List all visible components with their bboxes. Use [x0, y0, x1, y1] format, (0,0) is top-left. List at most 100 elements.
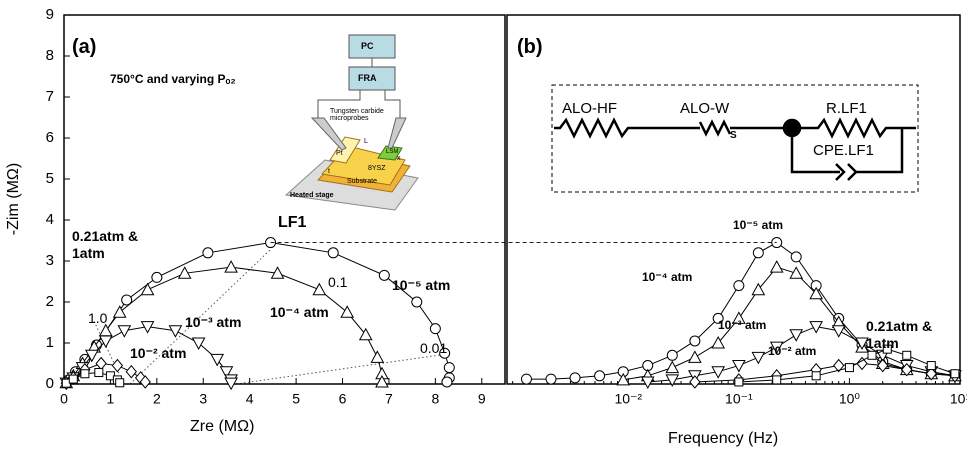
marker: [312, 282, 327, 296]
inset-label: t: [328, 168, 330, 175]
marker: [689, 375, 701, 389]
freq-label: 0.01: [420, 340, 448, 356]
marker: [751, 351, 766, 365]
marker: [809, 321, 823, 334]
resistor: [554, 117, 700, 139]
marker: [439, 347, 451, 359]
circuit: [551, 84, 919, 193]
x-axis-title: Zre (MΩ): [190, 418, 255, 435]
marker: [733, 280, 745, 292]
marker: [569, 372, 581, 384]
y-tick-label: 1: [46, 334, 54, 351]
marker: [856, 356, 868, 371]
inset-label: Substrate: [347, 178, 377, 185]
circuit-label: ALO-HF: [562, 100, 618, 117]
marker: [121, 294, 133, 306]
inset-label: Tungsten carbide microprobes: [330, 108, 384, 122]
marker: [752, 247, 764, 259]
circuit-label: S: [730, 130, 737, 141]
marker: [925, 366, 937, 381]
y-tick-label: 7: [46, 88, 54, 105]
marker: [443, 362, 455, 374]
marker: [191, 337, 206, 351]
marker: [769, 260, 784, 273]
freq-label: 0.1: [328, 274, 348, 290]
x-tick-label: 0: [60, 391, 68, 407]
marker: [771, 237, 783, 249]
y-tick-label: 4: [46, 211, 54, 228]
x-axis-title: Frequency (Hz): [668, 430, 779, 447]
y-tick-label: 9: [46, 6, 54, 23]
wire: [317, 90, 361, 118]
marker: [844, 363, 854, 373]
marker: [616, 372, 631, 386]
marker: [340, 305, 355, 318]
x-tick-label: 9: [478, 391, 486, 407]
x-tick-label: 2: [153, 391, 161, 407]
marker: [769, 341, 784, 355]
marker: [219, 366, 234, 379]
marker: [811, 371, 821, 381]
guide-line: [235, 354, 441, 385]
marker: [789, 329, 804, 342]
guide-lines: [92, 249, 441, 385]
marker: [665, 360, 680, 374]
circuit-box: [551, 84, 919, 193]
marker: [224, 260, 238, 273]
series-label: 10⁻³ atm: [185, 314, 242, 330]
x-tick-label: 1: [107, 391, 115, 407]
y-tick-label: 3: [46, 252, 54, 269]
series-line: [68, 242, 450, 383]
guide-line: [129, 249, 271, 385]
sample-label: LF1: [278, 214, 307, 231]
probe: [387, 117, 407, 149]
condition: 750°C and varying Pₒ₂: [110, 72, 236, 86]
marker: [177, 266, 192, 279]
marker: [711, 335, 726, 349]
marker: [950, 369, 960, 379]
series-label: 10⁻³ atm: [718, 318, 767, 332]
marker: [688, 350, 702, 363]
marker: [520, 373, 532, 385]
wire: [384, 90, 401, 118]
x-tick-label: 8: [431, 391, 439, 407]
y-tick-label: 0: [46, 375, 54, 392]
panel-label: (a): [72, 36, 97, 58]
marker: [429, 323, 441, 335]
series-label: 10⁻² atm: [768, 344, 817, 358]
marker: [833, 358, 845, 373]
marker: [80, 369, 90, 379]
marker: [98, 335, 113, 348]
x-tick-label: 10⁻¹: [725, 391, 753, 407]
marker: [594, 370, 606, 382]
marker: [712, 312, 724, 324]
marker: [831, 325, 846, 338]
series-label: 0.21atm & 1atm: [72, 228, 139, 261]
marker: [411, 296, 423, 308]
guide-line: [92, 318, 125, 385]
wire: [790, 128, 840, 174]
inset-label: LSM: [386, 149, 399, 155]
x-tick-label: 3: [199, 391, 207, 407]
cpe: [847, 163, 858, 181]
series-label: 10⁻⁵ atm: [392, 277, 451, 293]
marker: [98, 323, 113, 337]
marker: [94, 368, 104, 378]
marker: [202, 247, 214, 259]
x-tick-label: 10⁰: [839, 391, 861, 407]
series-label: 10⁻⁴ atm: [642, 270, 693, 284]
marker: [902, 350, 912, 360]
x-tick-label: 10⁻²: [614, 391, 642, 407]
circuit-label: R.LF1: [826, 100, 867, 117]
marker: [926, 361, 936, 371]
inset-label: L: [364, 138, 368, 145]
marker: [855, 337, 869, 351]
marker: [95, 356, 107, 371]
marker: [270, 266, 285, 279]
x-tick-label: 6: [339, 391, 347, 407]
marker: [732, 360, 746, 373]
marker: [112, 305, 127, 318]
series-label: 10⁻² atm: [130, 345, 187, 361]
circuit-label: ALO-W: [680, 100, 730, 117]
